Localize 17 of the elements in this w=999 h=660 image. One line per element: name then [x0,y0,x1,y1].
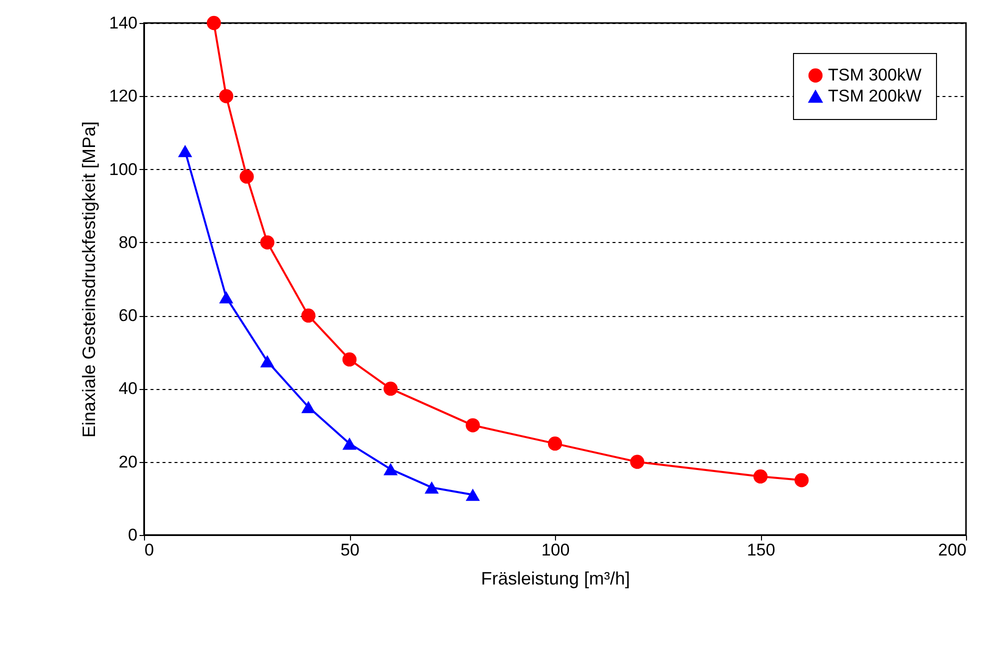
y-tick-label: 0 [128,526,138,544]
y-tick-label: 140 [109,14,138,32]
x-tick-label: 0 [144,540,154,560]
y-tick-label: 20 [118,452,138,472]
legend-label: TSM 200kW [828,86,922,106]
x-tick-label: 100 [541,540,570,560]
x-tick-label: 200 [938,540,966,560]
legend-label: TSM 300kW [828,66,922,84]
y-tick-label: 100 [109,160,138,179]
y-tick-label: 60 [118,306,138,326]
x-tick-label: 50 [340,540,360,560]
x-axis-title: Fräsleistung [m³/h] [480,568,630,588]
x-tick-label: 150 [746,540,776,560]
y-tick-label: 80 [118,232,138,252]
y-tick-label: 120 [109,86,138,106]
y-axis-title: Einaxiale Gesteinsdruckfestigkeit [MPa] [79,121,100,438]
y-tick-label: 40 [118,379,138,398]
